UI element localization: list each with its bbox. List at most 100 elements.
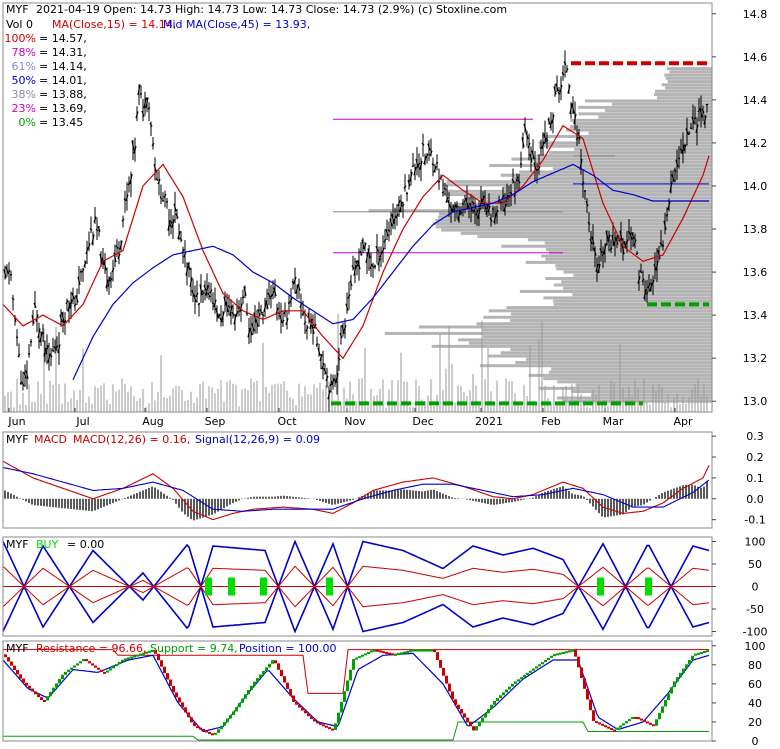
x-tick-label: Jun [7,415,25,428]
position-step [160,660,163,666]
position-step [436,652,439,660]
position-step [481,718,484,722]
position-step [25,683,28,686]
position-step [190,717,193,722]
position-step [370,650,373,652]
position-step [238,703,241,707]
volume-profile-bar [446,190,712,193]
macd-background [3,432,712,528]
position-step [280,670,283,676]
position-step [79,661,82,663]
position-step [661,706,664,712]
position-step [706,650,709,652]
main-y-tick-label: 14.6 [743,51,768,64]
position-step [328,727,331,729]
position-step [112,666,115,668]
volume-profile-bar [654,93,712,96]
ticker-label: MYF [6,3,29,16]
position-step [688,660,691,664]
position-step [76,663,79,665]
price-bar-body [678,158,680,159]
position-step [358,656,361,658]
volume-profile-bar [572,293,712,296]
price-bar-body [406,193,408,194]
main-y-tick-label: 13.6 [743,266,768,279]
position-step [577,657,580,668]
position-step [559,653,562,655]
volume-profile-bar [554,283,712,286]
position-step [304,710,307,713]
volume-profile-bar [515,361,712,364]
position-step [121,660,124,662]
main-y-tick-label: 13.8 [743,223,768,236]
volume-profile-bar [480,364,712,367]
position-step [73,665,76,667]
position-step [277,663,280,669]
position-step [385,652,388,654]
position-step [523,675,526,677]
position-step [700,652,703,654]
position-step [118,662,121,664]
main-y-tick-label: 14.8 [743,8,768,21]
position-step [208,732,211,734]
position-step [331,729,334,731]
volume-profile-bar [612,103,712,106]
fib-pct-label: 61% [12,60,36,73]
position-step [418,650,421,652]
position-step [223,722,226,726]
volume-profile-bar [556,267,712,270]
fib-value-label: = 13.45 [39,116,83,129]
volume-profile-bar [549,371,712,374]
position-step [364,653,367,655]
position-step [109,668,112,670]
volume-profile-bar [564,271,712,274]
position-step [376,650,379,652]
stoch-y-tick-label: 100 [745,640,766,653]
position-step [478,722,481,726]
position-step [307,713,310,716]
position-step [31,689,34,692]
position-label: Position = 100.00 [239,642,337,655]
position-step [412,650,415,652]
position-step [286,683,289,689]
position-step [682,669,685,673]
buy-marker [205,578,212,596]
volume-profile-bar [441,229,712,232]
volume-profile-bar [554,303,712,306]
ma45-legend: Mid MA(Close,45) = 13.93, [163,18,310,31]
main-y-tick-label: 13.2 [743,352,768,365]
fib-pct-label: 100% [5,32,36,45]
position-step [217,729,220,733]
position-step [97,668,100,670]
position-step [457,705,460,709]
position-step [214,733,217,735]
position-step [673,681,676,687]
price-bar-body [438,181,440,182]
position-step [553,654,556,656]
position-step [397,653,400,655]
position-step [169,680,172,686]
position-step [316,721,319,723]
position-step [340,702,343,713]
position-step [589,700,592,711]
volume-profile-bar [541,254,712,257]
position-step [244,694,247,698]
position-step [601,724,604,726]
buy-marker [645,578,652,596]
position-step [607,727,610,729]
volume-profile-bar [605,109,712,112]
volume-profile-bar [549,151,712,154]
volume-profile-bar [662,83,712,86]
volume-profile-bar [561,280,712,283]
position-step [487,709,490,713]
x-tick-label: 2021 [475,415,503,428]
position-step [628,719,631,721]
position-step [196,726,199,728]
position-step [493,701,496,705]
x-tick-label: Feb [541,415,560,428]
resistance-label: Resistance = 96.66, [36,642,146,655]
position-step [55,683,58,687]
position-step [166,673,169,679]
